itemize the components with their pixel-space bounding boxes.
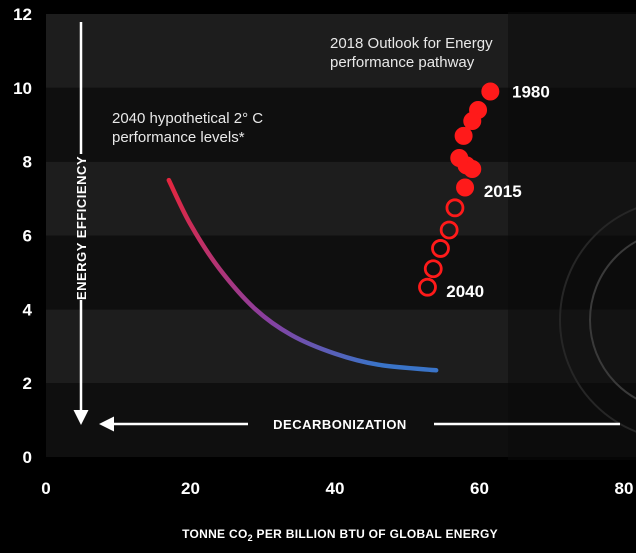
historical-data-point bbox=[463, 112, 482, 131]
hypothetical-annotation-line2: performance levels* bbox=[112, 129, 245, 146]
disc-decoration-outer bbox=[559, 207, 636, 433]
projected-data-point bbox=[445, 198, 465, 218]
historical-data-point bbox=[456, 178, 475, 197]
x-tick-label: 0 bbox=[41, 479, 50, 498]
y-tick-label: 0 bbox=[23, 448, 32, 467]
historical-data-point bbox=[463, 160, 482, 179]
x-tick-label: 80 bbox=[615, 479, 634, 498]
x-tick-label: 60 bbox=[470, 479, 489, 498]
projected-data-point bbox=[418, 277, 437, 297]
disc-decoration bbox=[589, 240, 636, 400]
projected-data-point bbox=[423, 259, 443, 279]
x-tick-label: 20 bbox=[181, 479, 200, 498]
projected-data-point bbox=[439, 220, 459, 240]
x-axis-label: TONNE CO2 PER BILLION BTU OF GLOBAL ENER… bbox=[182, 527, 498, 543]
x-axis-label-rest: PER BILLION BTU OF GLOBAL ENERGY bbox=[253, 527, 498, 541]
data-points bbox=[418, 82, 500, 297]
historical-data-point bbox=[481, 82, 500, 101]
x-axis-label-main: TONNE CO bbox=[182, 527, 248, 541]
hypothetical-annotation-line1: 2040 hypothetical 2° C bbox=[112, 110, 263, 127]
year-label: 2040 bbox=[446, 282, 484, 301]
right-shadow-panel bbox=[508, 12, 636, 460]
y-tick-label: 4 bbox=[23, 300, 33, 319]
x-axis-ticks: 0 20 40 60 80 bbox=[41, 479, 633, 498]
year-label: 1980 bbox=[512, 83, 550, 102]
y-axis-ticks: 0 2 4 6 8 10 12 bbox=[13, 5, 32, 467]
y-axis-label: ENERGY EFFICIENCY bbox=[74, 156, 89, 300]
decarbonization-label: DECARBONIZATION bbox=[273, 417, 407, 432]
y-tick-label: 2 bbox=[23, 374, 32, 393]
outlook-annotation-line2: performance pathway bbox=[330, 54, 475, 71]
year-label: 2015 bbox=[484, 182, 522, 201]
historical-data-point bbox=[454, 126, 473, 145]
hypothetical-curve bbox=[166, 177, 439, 373]
outlook-annotation-line1: 2018 Outlook for Energy bbox=[330, 35, 493, 52]
y-tick-label: 12 bbox=[13, 5, 32, 24]
y-tick-label: 6 bbox=[23, 227, 32, 246]
projected-data-point bbox=[431, 239, 450, 258]
y-tick-label: 10 bbox=[13, 79, 32, 98]
point-labels: 1980 2015 2040 bbox=[446, 83, 550, 301]
x-axis-label-subscript: 2 bbox=[248, 533, 253, 543]
y-tick-label: 8 bbox=[23, 153, 32, 172]
x-tick-label: 40 bbox=[326, 479, 345, 498]
